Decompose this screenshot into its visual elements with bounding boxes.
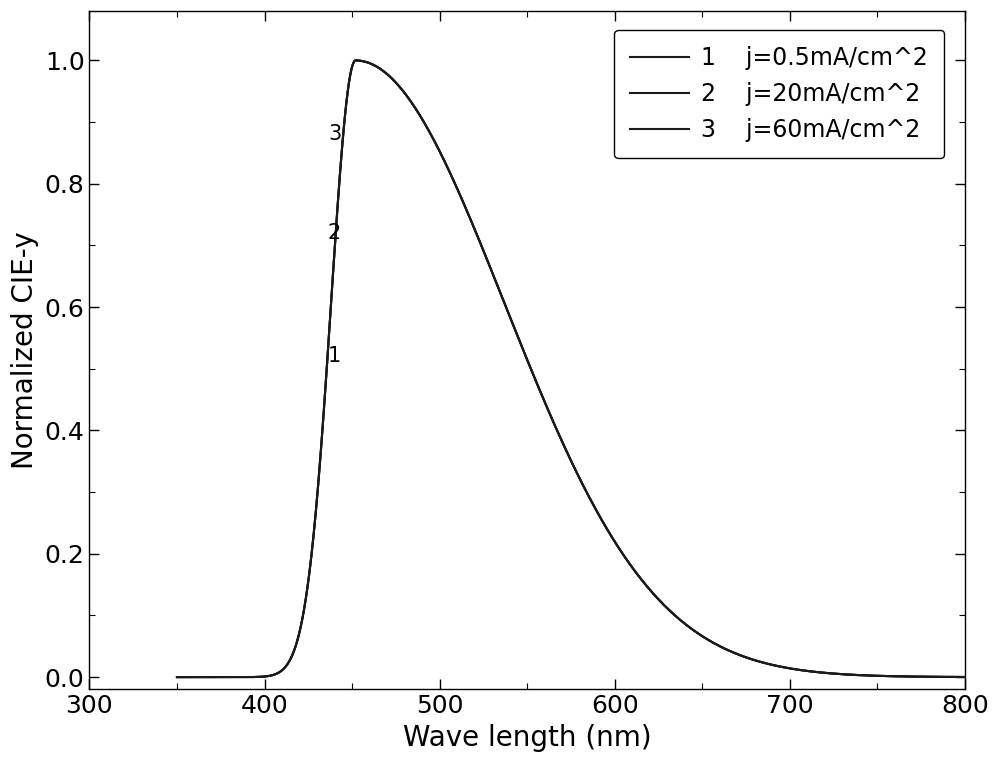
Text: 2: 2 (328, 223, 341, 243)
Text: 1: 1 (328, 346, 341, 366)
Legend: 1    j=0.5mA/cm^2, 2    j=20mA/cm^2, 3    j=60mA/cm^2: 1 j=0.5mA/cm^2, 2 j=20mA/cm^2, 3 j=60mA/… (614, 30, 944, 159)
Y-axis label: Normalized CIE-y: Normalized CIE-y (11, 231, 39, 469)
Text: 3: 3 (328, 124, 341, 144)
X-axis label: Wave length (nm): Wave length (nm) (403, 724, 652, 752)
